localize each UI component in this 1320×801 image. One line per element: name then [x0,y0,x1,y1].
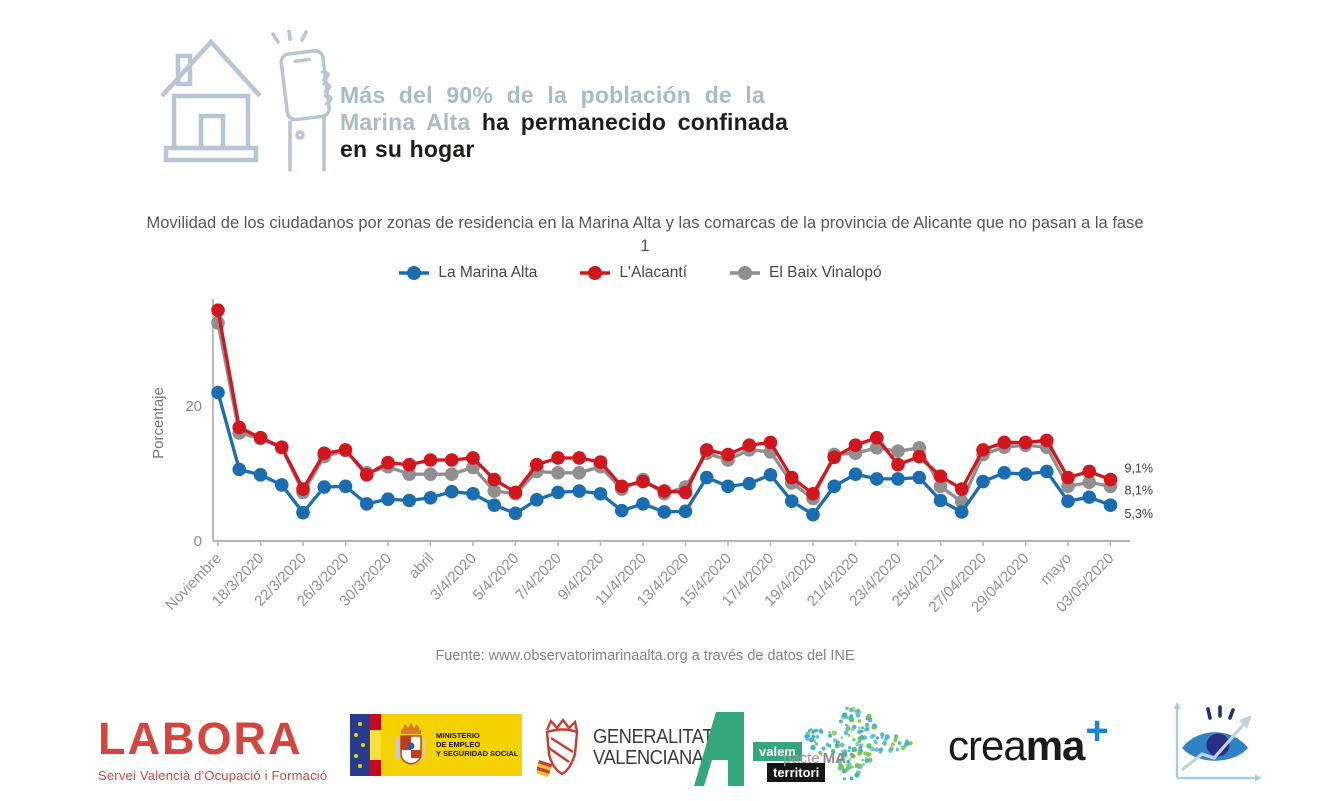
legend-item-baix-vinalopo: El Baix Vinalopó [729,264,882,282]
creama-bold: ma [1025,722,1086,769]
svg-text:Porcentaje: Porcentaje [150,387,167,459]
svg-text:abril: abril [405,550,437,582]
phone-in-hand-icon [271,29,333,172]
avalem-valem: valem [753,742,802,761]
svg-text:0: 0 [194,533,202,550]
headline-accent: Marina Alta [340,109,471,135]
svg-text:5,3%: 5,3% [1125,507,1154,521]
header-icons [158,29,348,175]
labora-logo: LABORA Servei Valencià d'Ocupació i Form… [98,716,328,783]
creama-regular: crea [948,722,1027,769]
chart-svg: 200PorcentajeNoviembre18/3/202022/3/2020… [150,299,1154,616]
avalem-territori-logo: valem territori [692,712,826,786]
avalem-territori: territori [767,763,826,782]
legend-label: El Baix Vinalopó [769,264,882,281]
pacte-dot-map-icon [804,706,913,781]
generalitat-line2: VALENCIANA [593,747,704,769]
headline-dark: ha permanecido confinada [481,109,789,135]
mobility-line-chart: 20 0 Porcentaje Noviembre 18/3/2020 22/3/2020… [130,293,1200,648]
headline-line3: en su hogar [340,136,475,162]
legend-marker-blue-icon [399,266,430,280]
pacte-ma-logo: pacte'MA [783,702,913,787]
chart-title: Movilidad de los ciudadanos por zonas de… [146,214,1144,255]
legend-label: La Marina Alta [438,264,538,281]
labora-wordmark: LABORA [98,713,303,764]
ministry-line3: Y SEGURIDAD SOCIAL [436,749,519,758]
svg-text:3/4/2020: 3/4/2020 [427,550,480,604]
generalitat-emblem-icon [537,718,579,778]
generalitat-line1: GENERALITAT [593,726,714,748]
legend-marker-red-icon [580,266,611,280]
pacte-regular: pacte' [783,750,823,767]
generalitat-text: GENERALITAT VALENCIANA [593,727,713,769]
house-icon [160,29,333,172]
headline-line1: Más del 90% de la población de la [340,82,765,108]
svg-text:7/4/2020: 7/4/2020 [512,550,565,604]
pacte-bold: MA [822,750,846,767]
ministerio-logo: MINISTERIO DE EMPLEO Y SEGURIDAD SOCIAL [350,714,522,781]
eye-trend-icon [1173,702,1262,782]
headline: Más del 90% de la población de la Marina… [340,82,840,163]
legend-marker-gray-icon [730,266,761,280]
chart-legend: La Marina Alta L'Alacantí El Baix Vinalo… [0,264,1280,282]
legend-item-marina-alta: La Marina Alta [398,264,537,282]
source-line: Fuente: www.observatorimarinaalta.org a … [435,648,855,664]
svg-text:5/4/2020: 5/4/2020 [470,550,523,604]
creama-plus-icon: + [1085,709,1108,753]
headline-line2: Marina Alta ha permanecido confinada [340,109,840,136]
avalem-a-icon [694,712,744,786]
labora-tagline: Servei Valencià d'Ocupació i Formació [98,768,328,783]
avalem-words: valem territori [753,742,826,782]
svg-text:8,1%: 8,1% [1125,483,1154,497]
svg-text:9,1%: 9,1% [1125,462,1154,476]
legend-label: L'Alacantí [619,264,688,281]
ministry-line2: DE EMPLEO [436,740,480,749]
svg-text:mayo: mayo [1037,550,1075,588]
pacte-label: pacte'MA [783,750,846,767]
generalitat-valenciana-logo: GENERALITAT VALENCIANA [537,716,723,780]
creama-logo: creama+ [948,709,1109,770]
legend-item-alacanti: L'Alacantí [579,264,687,282]
svg-text:20: 20 [185,398,202,415]
spain-ministry-icon: MINISTERIO DE EMPLEO Y SEGURIDAD SOCIAL [350,714,522,776]
observatori-logo [1168,700,1264,791]
ministry-line1: MINISTERIO [436,731,480,740]
